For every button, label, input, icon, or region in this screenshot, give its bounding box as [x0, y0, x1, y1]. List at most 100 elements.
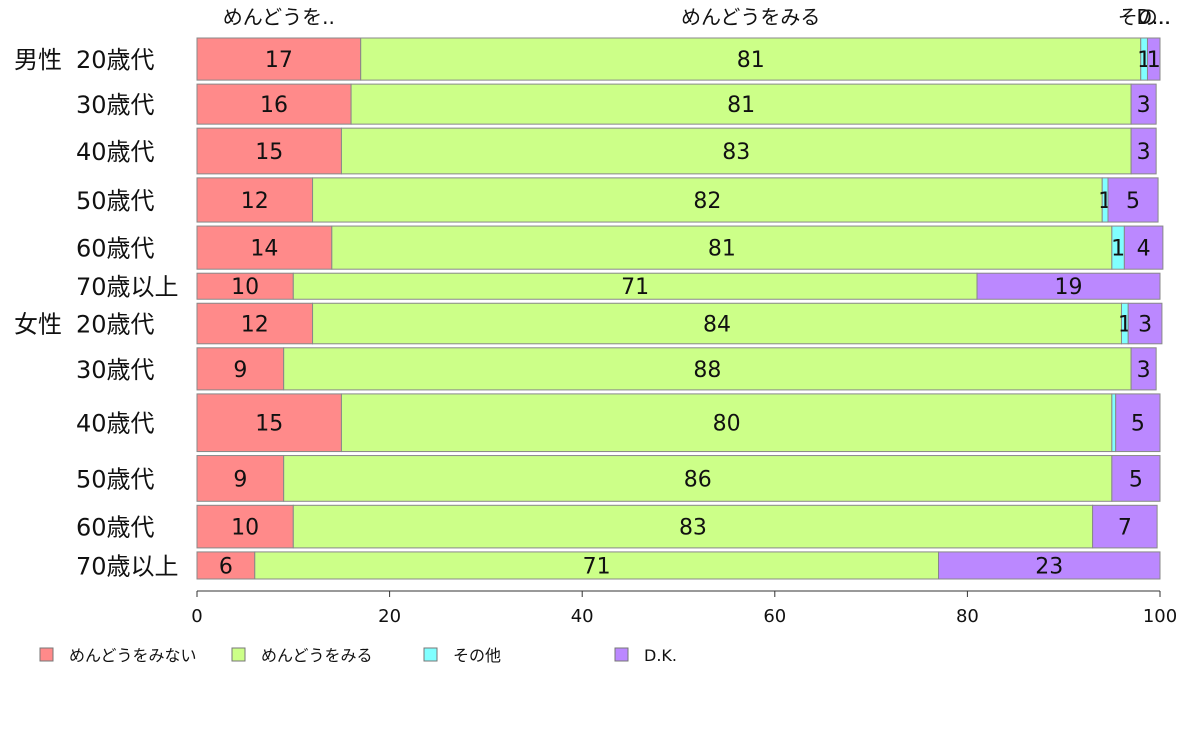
- data-label-2-row-8: 88: [693, 358, 721, 383]
- data-label-4-row-5: 4: [1137, 237, 1151, 262]
- data-label-2-row-12: 71: [583, 554, 611, 579]
- legend-label-3: その他: [453, 646, 501, 665]
- bar-segment-2-row-4: [312, 177, 1103, 223]
- x-tick-label-3: 40: [571, 606, 594, 627]
- category-label-7: 20歳代: [76, 311, 155, 339]
- category-label-11: 60歳代: [76, 514, 155, 542]
- bar-segment-1-row-6: [196, 272, 294, 300]
- legend-swatch-3: [423, 647, 438, 662]
- legend-label-2: めんどうをみる: [261, 646, 373, 665]
- bar-segment-4-row-7: [1127, 302, 1163, 345]
- bar-segment-1-row-12: [196, 551, 256, 580]
- bar-segment-4-row-8: [1130, 347, 1157, 391]
- bar-segment-4-row-2: [1130, 83, 1157, 125]
- bar-segment-4-row-10: [1111, 455, 1161, 502]
- data-label-2-row-3: 83: [722, 140, 750, 165]
- data-label-1-row-8: 9: [233, 358, 247, 383]
- bar-segment-2-row-2: [350, 83, 1132, 125]
- data-label-1-row-9: 15: [255, 412, 283, 437]
- x-tick-label-5: 80: [956, 606, 979, 627]
- bar-segment-4-row-6: [976, 272, 1161, 300]
- bar-segment-2-row-12: [254, 551, 940, 580]
- top-label-1: めんどうを..: [223, 5, 335, 29]
- bar-segment-1-row-2: [196, 83, 352, 125]
- bar-segment-4-row-5: [1123, 225, 1164, 270]
- data-label-4-row-3: 3: [1137, 140, 1151, 165]
- category-label-1: 20歳代: [76, 46, 155, 74]
- group-label-2: 女性: [14, 311, 62, 339]
- data-label-2-row-10: 86: [684, 467, 712, 492]
- data-label-1-row-2: 16: [260, 93, 288, 118]
- data-label-2-row-7: 84: [703, 313, 731, 338]
- category-label-10: 50歳代: [76, 465, 155, 493]
- bar-segment-1-row-1: [196, 37, 362, 81]
- bar-segment-4-row-12: [938, 551, 1161, 580]
- top-label-4: D...: [1136, 5, 1170, 29]
- category-label-5: 60歳代: [76, 235, 155, 263]
- legend: めんどうをみない めんどうをみる その他 D.K.: [39, 646, 677, 665]
- bar-segment-2-row-10: [283, 455, 1113, 502]
- data-label-2-row-6: 71: [621, 275, 649, 300]
- data-label-4-row-9: 5: [1131, 412, 1145, 437]
- top-label-2: めんどうをみる: [681, 5, 820, 29]
- data-label-1-row-6: 10: [231, 275, 259, 300]
- category-label-9: 40歳代: [76, 410, 155, 438]
- data-label-1-row-3: 15: [255, 140, 283, 165]
- data-label-2-row-9: 80: [713, 412, 741, 437]
- category-label-2: 30歳代: [76, 91, 155, 119]
- legend-label-4: D.K.: [644, 646, 677, 665]
- bar-segment-4-row-11: [1092, 504, 1158, 549]
- category-label-3: 40歳代: [76, 138, 155, 166]
- bar-segment-4-row-3: [1130, 127, 1157, 175]
- data-label-4-row-2: 3: [1137, 93, 1151, 118]
- data-label-2-row-4: 82: [693, 189, 721, 214]
- bar-segment-2-row-1: [360, 37, 1142, 81]
- x-tick-label-4: 60: [763, 606, 786, 627]
- x-tick-label-1: 0: [191, 606, 202, 627]
- bar-segment-1-row-10: [196, 455, 285, 502]
- category-label-12: 70歳以上: [76, 552, 179, 580]
- data-label-1-row-11: 10: [231, 516, 259, 541]
- category-label-6: 70歳以上: [76, 273, 179, 301]
- data-label-2-row-1: 81: [737, 48, 765, 73]
- data-label-4-row-7: 3: [1138, 313, 1152, 338]
- bar-segment-1-row-7: [196, 302, 314, 345]
- data-label-2-row-5: 81: [708, 237, 736, 262]
- data-label-1-row-12: 6: [219, 554, 233, 579]
- bar-segment-4-row-9: [1115, 393, 1161, 453]
- bar-segment-2-row-7: [312, 302, 1122, 345]
- data-label-4-row-4: 5: [1126, 189, 1140, 214]
- bar-segment-1-row-9: [196, 393, 342, 453]
- bar-segment-2-row-11: [292, 504, 1094, 549]
- data-label-4-row-11: 7: [1118, 516, 1132, 541]
- data-label-2-row-2: 81: [727, 93, 755, 118]
- group-label-1: 男性: [14, 46, 62, 74]
- legend-swatch-2: [231, 647, 246, 662]
- data-label-2-row-11: 83: [679, 516, 707, 541]
- bar-segment-1-row-11: [196, 504, 294, 549]
- data-label-4-row-1: 1: [1147, 48, 1161, 73]
- x-tick-label-2: 20: [378, 606, 401, 627]
- bar-segment-4-row-1: [1146, 37, 1161, 81]
- category-label-8: 30歳代: [76, 356, 155, 384]
- data-label-3-row-5: 1: [1111, 237, 1125, 262]
- bar-segment-2-row-9: [340, 393, 1113, 453]
- data-label-1-row-1: 17: [265, 48, 293, 73]
- data-label-1-row-4: 12: [241, 189, 269, 214]
- data-label-4-row-10: 5: [1129, 467, 1143, 492]
- data-label-1-row-10: 9: [233, 467, 247, 492]
- x-tick-label-6: 100: [1143, 606, 1177, 627]
- row-labels: 20歳代 30歳代 40歳代 50歳代 60歳代 70歳以上 20歳代 30歳代 40歳代 50歳…: [14, 46, 179, 580]
- bar-segment-1-row-8: [196, 347, 285, 391]
- legend-swatch-1: [39, 647, 54, 662]
- legend-swatch-4: [614, 647, 629, 662]
- legend-label-1: めんどうをみない: [69, 646, 197, 665]
- bar-segment-4-row-4: [1107, 177, 1159, 223]
- data-label-4-row-6: 19: [1055, 275, 1083, 300]
- bar-segment-1-row-3: [196, 127, 342, 175]
- bar-segment-3-row-9: [1111, 393, 1117, 453]
- bar-segment-1-row-5: [196, 225, 333, 270]
- x-axis: 0 20 40 60 80 100: [191, 590, 1177, 627]
